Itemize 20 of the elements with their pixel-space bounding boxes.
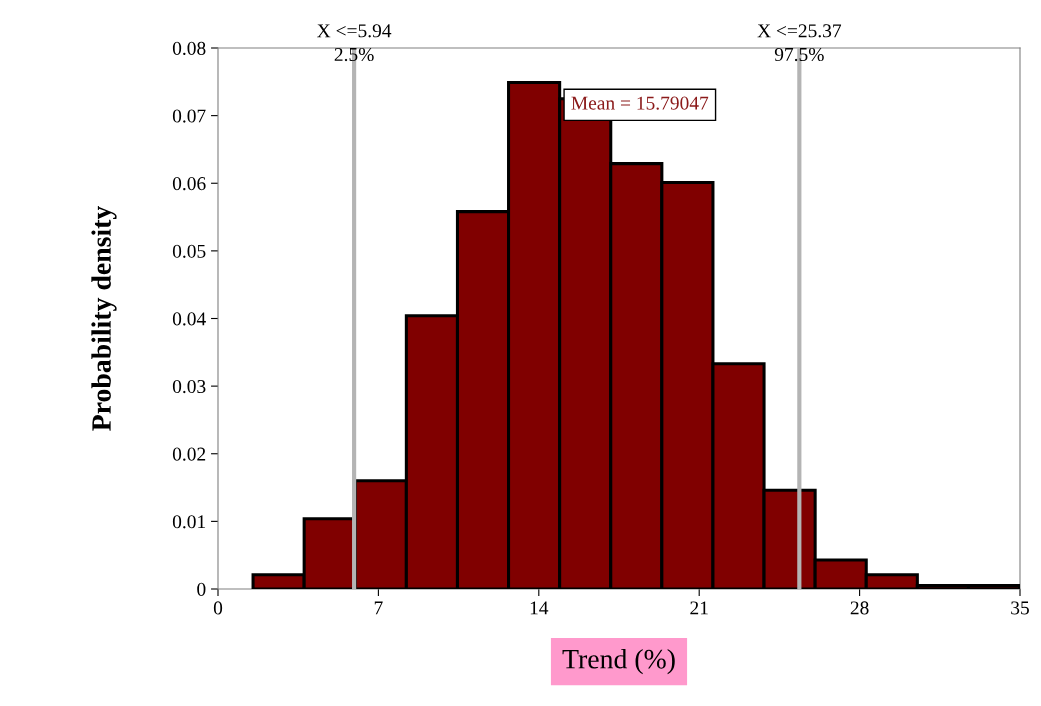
y-tick-label: 0.05: [172, 244, 206, 258]
x-tick-label: 0: [213, 601, 223, 615]
y-tick-label: 0.03: [172, 379, 206, 394]
x-tick-label: 7: [374, 601, 383, 615]
y-tick-label: 0.02: [172, 447, 206, 461]
y-tick-label: 0: [197, 582, 206, 596]
y-axis-title: Probability density: [91, 205, 117, 431]
annotation: Mean = 15.79047: [571, 96, 709, 110]
y-tick-label: 0.06: [172, 177, 206, 191]
y-tick-label: 0.07: [172, 109, 206, 123]
x-tick-label: 35: [1011, 601, 1029, 615]
ref-line-label: X <=25.37 97.5%: [757, 24, 842, 62]
y-tick-label: 0.08: [172, 41, 206, 56]
y-tick-label: 0.01: [172, 515, 206, 529]
x-tick-label: 28: [850, 601, 869, 615]
x-tick-label: 21: [690, 601, 708, 615]
x-axis-title: Trend (%): [562, 648, 675, 675]
x-tick-label: 14: [530, 601, 549, 615]
y-tick-label: 0.04: [172, 312, 206, 326]
ref-line-label: X <=5.94 2.5%: [317, 24, 392, 62]
